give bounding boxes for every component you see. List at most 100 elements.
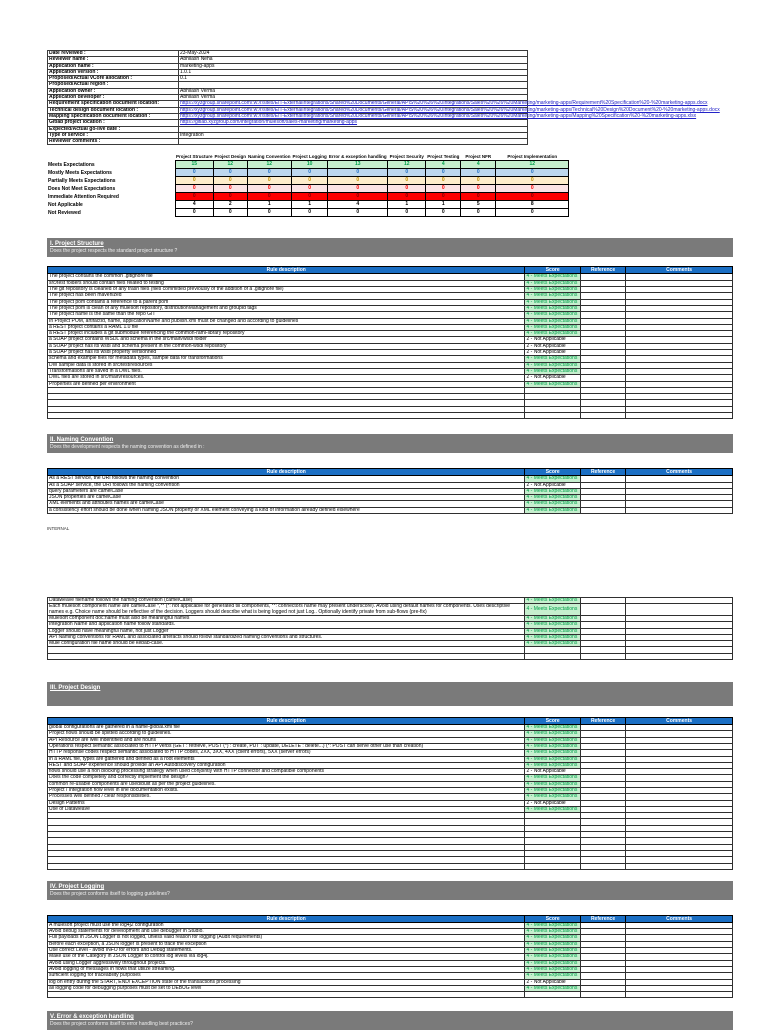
score-cell[interactable]: 4 - Meets Expectations xyxy=(524,475,581,483)
score-cell[interactable]: 4 - Meets Expectations xyxy=(524,755,581,763)
comments-cell[interactable] xyxy=(625,342,733,351)
score-cell[interactable]: 4 - Meets Expectations xyxy=(524,317,581,325)
score-cell[interactable]: 4 - Meets Expectations xyxy=(524,292,581,300)
score-cell[interactable]: 4 - Meets Expectations xyxy=(524,330,581,338)
score-cell[interactable]: 4 - Meets Expectations xyxy=(524,273,581,281)
comments-cell[interactable] xyxy=(625,336,733,344)
info-value[interactable]: Abhilash Verma xyxy=(178,94,528,102)
score-cell[interactable]: 4 - Meets Expectations xyxy=(524,494,581,502)
score-cell[interactable]: 4 - Meets Expectations xyxy=(524,724,581,732)
score-cell[interactable]: 4 - Meets Expectations xyxy=(524,805,581,814)
comments-cell[interactable] xyxy=(625,475,733,483)
score-cell[interactable]: 4 - Meets Expectations xyxy=(524,928,581,936)
reference-cell[interactable] xyxy=(579,603,627,616)
comments-cell[interactable] xyxy=(625,361,733,369)
score-cell[interactable]: 4 - Meets Expectations xyxy=(524,304,581,313)
score-cell[interactable]: 4 - Meets Expectations xyxy=(524,736,581,744)
score-cell[interactable]: 4 - Meets Expectations xyxy=(524,500,581,508)
reference-cell[interactable] xyxy=(579,292,627,300)
comments-cell[interactable] xyxy=(625,506,733,515)
score-cell[interactable]: 4 - Meets Expectations xyxy=(524,355,581,363)
reference-cell[interactable] xyxy=(579,991,627,999)
score-cell[interactable]: 4 - Meets Expectations xyxy=(524,742,581,751)
comments-cell[interactable] xyxy=(625,279,733,288)
info-value[interactable]: https://gitlab.xyzgroup.com/integration/… xyxy=(178,119,528,127)
comments-cell[interactable] xyxy=(625,386,733,395)
reference-cell[interactable] xyxy=(579,330,627,338)
score-cell[interactable]: 4 - Meets Expectations xyxy=(524,361,581,369)
comments-cell[interactable] xyxy=(625,311,733,319)
score-cell[interactable]: 4 - Meets Expectations xyxy=(524,614,581,623)
score-cell[interactable]: 4 - Meets Expectations xyxy=(524,793,581,801)
score-cell[interactable]: 4 - Meets Expectations xyxy=(524,786,581,795)
score-cell[interactable]: 4 - Meets Expectations xyxy=(524,953,581,961)
comments-cell[interactable] xyxy=(625,380,733,388)
reference-cell[interactable] xyxy=(579,386,627,395)
reference-cell[interactable] xyxy=(579,336,627,344)
score-cell[interactable]: 4 - Meets Expectations xyxy=(524,780,581,789)
score-cell[interactable]: 4 - Meets Expectations xyxy=(524,380,581,388)
comments-cell[interactable] xyxy=(625,481,733,489)
comments-cell[interactable] xyxy=(625,603,733,616)
comments-cell[interactable] xyxy=(625,411,733,420)
score-cell[interactable]: 4 - Meets Expectations xyxy=(524,487,581,496)
info-value[interactable] xyxy=(178,81,528,89)
reference-cell[interactable] xyxy=(579,399,627,407)
score-cell[interactable]: 4 - Meets Expectations xyxy=(524,947,581,955)
score-cell[interactable]: 4 - Meets Expectations xyxy=(524,940,581,949)
comments-cell[interactable] xyxy=(625,286,733,294)
score-cell[interactable]: 4 - Meets Expectations xyxy=(524,323,581,332)
score-cell[interactable]: 4 - Meets Expectations xyxy=(524,506,581,515)
comments-cell[interactable] xyxy=(625,298,733,306)
score-cell[interactable]: 4 - Meets Expectations xyxy=(524,627,581,635)
score-cell[interactable]: 4 - Meets Expectations xyxy=(524,640,581,648)
reference-cell[interactable] xyxy=(579,374,627,382)
comments-cell[interactable] xyxy=(625,500,733,508)
score-cell[interactable]: 4 - Meets Expectations xyxy=(524,921,581,930)
comments-cell[interactable] xyxy=(625,487,733,496)
comments-cell[interactable] xyxy=(625,330,733,338)
reference-cell[interactable] xyxy=(579,506,627,515)
reference-cell[interactable] xyxy=(579,597,627,605)
reference-cell[interactable] xyxy=(579,323,627,332)
score-cell[interactable]: 4 - Meets Expectations xyxy=(524,749,581,757)
score-cell[interactable]: 4 - Meets Expectations xyxy=(524,279,581,288)
reference-cell[interactable] xyxy=(579,355,627,363)
reference-cell[interactable] xyxy=(579,367,627,376)
comments-cell[interactable] xyxy=(625,405,733,414)
reference-cell[interactable] xyxy=(579,273,627,281)
info-value[interactable]: https://xyzgroup.sharepoint.com/:w:/r/si… xyxy=(178,100,708,108)
reference-cell[interactable] xyxy=(579,286,627,294)
score-cell[interactable] xyxy=(524,862,581,870)
score-cell[interactable]: 4 - Meets Expectations xyxy=(524,774,581,782)
info-value[interactable]: Abhilash Verma xyxy=(178,87,528,96)
comments-cell[interactable] xyxy=(625,494,733,502)
reference-cell[interactable] xyxy=(579,475,627,483)
score-cell[interactable]: 4 - Meets Expectations xyxy=(524,965,581,974)
reference-cell[interactable] xyxy=(579,393,627,401)
comments-cell[interactable] xyxy=(625,399,733,407)
score-cell[interactable] xyxy=(524,652,581,661)
reference-cell[interactable] xyxy=(579,380,627,388)
info-value[interactable]: https://xyzgroup.sharepoint.com/:w:/r/si… xyxy=(178,106,720,114)
comments-cell[interactable] xyxy=(625,991,733,999)
reference-cell[interactable] xyxy=(579,311,627,319)
comments-cell[interactable] xyxy=(625,348,733,357)
score-cell[interactable]: 4 - Meets Expectations xyxy=(524,959,581,967)
reference-cell[interactable] xyxy=(579,481,627,489)
comments-cell[interactable] xyxy=(625,273,733,281)
reference-cell[interactable] xyxy=(579,405,627,414)
comments-cell[interactable] xyxy=(625,652,733,661)
score-cell[interactable] xyxy=(524,411,581,420)
reference-cell[interactable] xyxy=(579,487,627,496)
score-cell[interactable]: 4 - Meets Expectations xyxy=(524,730,581,738)
comments-cell[interactable] xyxy=(625,355,733,363)
score-cell[interactable]: 4 - Meets Expectations xyxy=(524,597,581,605)
comments-cell[interactable] xyxy=(625,367,733,376)
score-cell[interactable]: 4 - Meets Expectations xyxy=(524,761,581,770)
info-value[interactable]: https://xyzgroup.sharepoint.com/:w:/r/si… xyxy=(178,112,697,121)
reference-cell[interactable] xyxy=(579,298,627,306)
score-cell[interactable]: 4 - Meets Expectations xyxy=(524,298,581,306)
score-cell[interactable]: 4 - Meets Expectations xyxy=(524,311,581,319)
info-value[interactable] xyxy=(178,138,528,146)
